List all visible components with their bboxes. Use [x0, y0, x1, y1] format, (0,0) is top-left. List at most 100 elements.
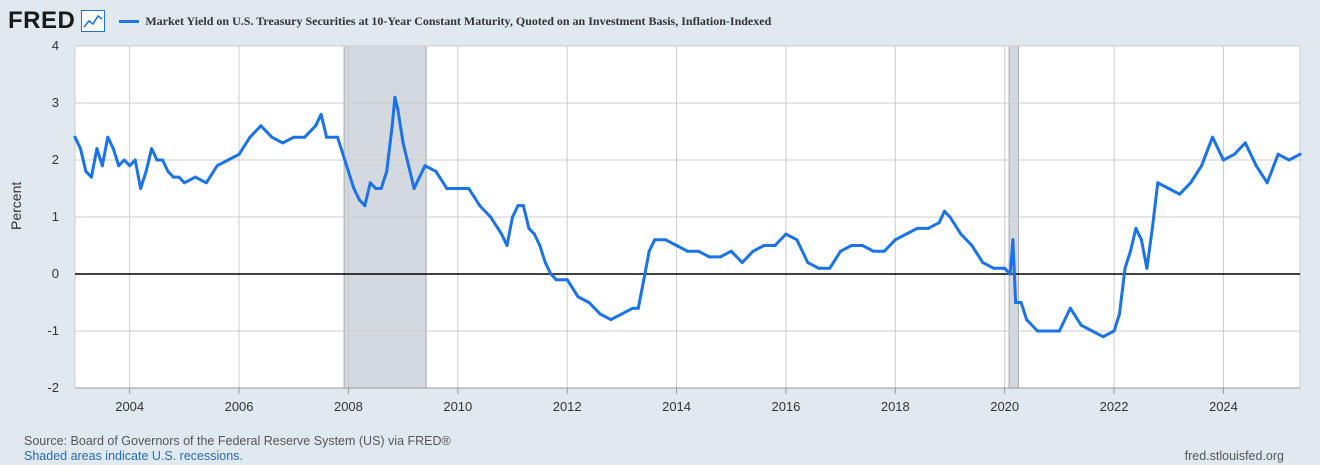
data-point: [839, 249, 843, 253]
data-point: [1139, 238, 1143, 242]
data-point: [1128, 249, 1132, 253]
data-point: [150, 147, 154, 151]
data-point: [871, 249, 875, 253]
x-tick-label-2022: 2022: [1100, 399, 1129, 414]
data-point: [215, 164, 219, 168]
data-point: [1079, 323, 1083, 327]
data-point: [828, 266, 832, 270]
data-point: [336, 135, 339, 139]
data-point: [1243, 141, 1247, 145]
x-tick-label-2014: 2014: [662, 399, 691, 414]
data-point: [904, 232, 908, 236]
y-tick-label-1: 1: [52, 209, 59, 224]
x-tick-label-2008: 2008: [334, 399, 363, 414]
x-tick-label-2020: 2020: [990, 399, 1019, 414]
data-point: [653, 238, 657, 242]
data-point: [1101, 335, 1105, 339]
data-point: [128, 164, 132, 168]
data-point: [177, 175, 181, 179]
legend-swatch: [119, 19, 140, 23]
data-point: [341, 152, 345, 156]
data-point: [937, 221, 941, 225]
data-point: [182, 181, 186, 185]
data-point: [549, 272, 553, 276]
data-point: [511, 215, 514, 219]
data-point: [1200, 164, 1204, 168]
data-point: [385, 169, 389, 173]
y-tick-label--1: -1: [47, 323, 59, 338]
x-tick-label-2010: 2010: [443, 399, 472, 414]
data-point: [817, 266, 821, 270]
data-point: [1232, 152, 1236, 156]
data-point: [707, 255, 711, 259]
data-point: [620, 312, 624, 316]
data-point: [1057, 329, 1061, 333]
fred-logo[interactable]: FRED: [8, 7, 76, 34]
data-point: [89, 175, 93, 179]
y-tick-label-4: 4: [52, 38, 59, 53]
data-point: [718, 255, 722, 259]
series-title[interactable]: Market Yield on U.S. Treasury Securities…: [145, 13, 772, 28]
data-point: [489, 215, 493, 219]
data-point: [642, 278, 646, 282]
y-tick-label-2: 2: [52, 152, 59, 167]
data-point: [1008, 272, 1012, 276]
data-point: [292, 135, 296, 139]
data-point: [445, 187, 449, 190]
data-point: [1265, 181, 1269, 185]
y-tick-label-0: 0: [52, 266, 59, 281]
data-point: [363, 204, 367, 208]
data-point: [500, 232, 504, 236]
data-point: [117, 164, 121, 168]
x-tick-label-2012: 2012: [553, 399, 582, 414]
data-point: [664, 238, 668, 242]
data-point: [882, 249, 886, 253]
data-point: [915, 226, 919, 230]
data-point: [393, 95, 397, 99]
data-point: [155, 158, 159, 162]
data-point: [1276, 152, 1280, 156]
data-point: [686, 249, 689, 253]
data-point: [161, 158, 164, 162]
data-point: [1211, 135, 1214, 139]
data-point: [374, 187, 378, 190]
data-point: [1167, 187, 1171, 190]
data-point: [1298, 152, 1302, 156]
data-point: [696, 249, 700, 253]
data-point: [538, 244, 542, 247]
x-tick-label-2006: 2006: [225, 399, 254, 414]
data-point: [543, 261, 547, 265]
data-point: [1145, 266, 1149, 270]
data-point: [111, 147, 115, 151]
data-point: [423, 164, 427, 168]
data-point: [478, 204, 482, 208]
data-point: [281, 141, 285, 145]
data-point: [84, 169, 88, 173]
data-point: [598, 312, 602, 316]
data-point: [226, 158, 230, 162]
data-point: [401, 141, 405, 145]
shaded-note[interactable]: Shaded areas indicate U.S. recessions.: [24, 449, 243, 463]
data-point: [1019, 301, 1023, 304]
line-chart-icon: [81, 10, 106, 32]
data-point: [390, 124, 394, 128]
data-point: [139, 187, 143, 190]
data-point: [1134, 226, 1138, 230]
data-point: [106, 135, 110, 139]
data-point: [456, 187, 460, 190]
data-point: [319, 112, 323, 116]
y-tick-label--2: -2: [47, 380, 59, 395]
data-point: [675, 244, 679, 247]
data-point: [100, 164, 104, 168]
data-point: [1287, 158, 1291, 162]
site-link[interactable]: fred.stlouisfed.org: [1184, 449, 1284, 463]
data-point: [1189, 181, 1193, 185]
data-point: [1003, 266, 1007, 270]
data-point: [1036, 329, 1039, 333]
data-point: [1150, 226, 1154, 230]
data-point: [73, 135, 77, 139]
data-point: [565, 278, 569, 282]
data-point: [407, 164, 411, 168]
data-point: [1156, 181, 1160, 185]
data-point: [171, 175, 175, 179]
